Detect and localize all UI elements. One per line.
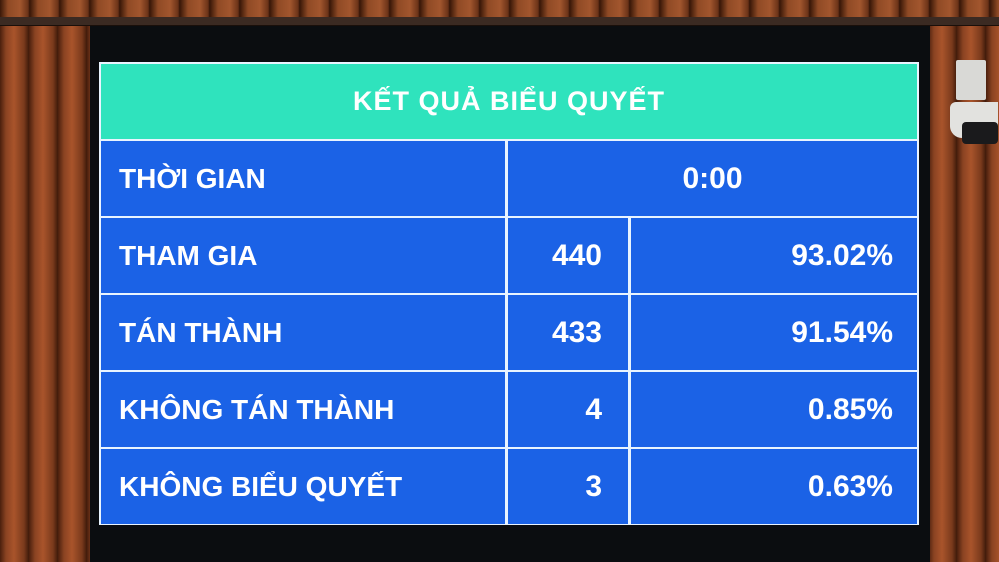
row-count: 3 — [508, 449, 628, 524]
row-label: KHÔNG BIỂU QUYẾT — [101, 449, 505, 524]
time-label: THỜI GIAN — [101, 141, 505, 216]
row-percent: 91.54% — [631, 295, 917, 370]
row-count: 433 — [508, 295, 628, 370]
row-count: 440 — [508, 218, 628, 293]
time-value: 0:00 — [508, 141, 917, 216]
voting-results-board: KẾT QUẢ BIỂU QUYẾT THỜI GIAN 0:00 THAM G… — [99, 62, 919, 525]
metal-rail — [0, 17, 999, 26]
row-label: THAM GIA — [101, 218, 505, 293]
row-percent: 0.85% — [631, 372, 917, 447]
row-count: 4 — [508, 372, 628, 447]
row-percent: 93.02% — [631, 218, 917, 293]
row-percent: 0.63% — [631, 449, 917, 524]
wood-top-trim — [0, 0, 999, 18]
row-label: TÁN THÀNH — [101, 295, 505, 370]
row-label: KHÔNG TÁN THÀNH — [101, 372, 505, 447]
board-title: KẾT QUẢ BIỂU QUYẾT — [101, 64, 917, 139]
security-camera-icon — [948, 60, 998, 150]
